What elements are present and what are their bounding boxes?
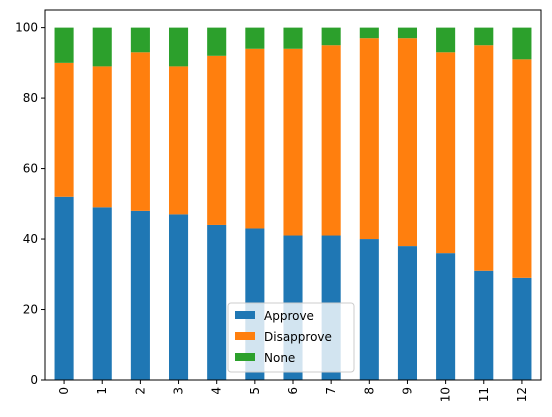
- bar-approve-12: [512, 277, 532, 380]
- x-tick-label-5: 5: [248, 387, 262, 395]
- bar-approve-2: [130, 210, 150, 380]
- bar-none-8: [359, 27, 379, 39]
- bar-disapprove-0: [54, 62, 74, 197]
- x-tick-label-8: 8: [362, 387, 376, 395]
- bar-approve-0: [54, 196, 74, 380]
- x-tick-label-10: 10: [439, 387, 453, 402]
- bar-none-12: [512, 27, 532, 60]
- y-tick-label-60: 60: [23, 162, 38, 176]
- y-tick-label-100: 100: [15, 21, 38, 35]
- bar-none-10: [436, 27, 456, 53]
- legend-label-approve: Approve: [264, 309, 314, 323]
- bar-approve-8: [359, 239, 379, 380]
- y-tick-label-40: 40: [23, 232, 38, 246]
- bar-none-6: [283, 27, 303, 49]
- bar-disapprove-10: [436, 52, 456, 254]
- x-tick-label-9: 9: [400, 387, 414, 395]
- bar-approve-4: [207, 224, 227, 380]
- bar-none-7: [321, 27, 341, 46]
- bar-none-2: [130, 27, 150, 53]
- bar-disapprove-12: [512, 59, 532, 278]
- legend-label-disapprove: Disapprove: [264, 330, 332, 344]
- bar-none-1: [92, 27, 112, 67]
- bar-disapprove-11: [474, 45, 494, 271]
- y-tick-label-80: 80: [23, 91, 38, 105]
- x-tick-label-1: 1: [95, 387, 109, 395]
- bar-disapprove-2: [130, 52, 150, 211]
- legend: Approve Disapprove None: [227, 302, 355, 373]
- bar-disapprove-8: [359, 38, 379, 240]
- bar-approve-11: [474, 270, 494, 380]
- x-tick-label-11: 11: [477, 387, 491, 402]
- bar-disapprove-3: [169, 66, 189, 215]
- x-tick-label-0: 0: [57, 387, 71, 395]
- bar-disapprove-6: [283, 48, 303, 236]
- legend-box: [227, 302, 355, 373]
- x-tick-label-6: 6: [286, 387, 300, 395]
- legend-label-none: None: [264, 351, 295, 365]
- y-tick-label-20: 20: [23, 303, 38, 317]
- bar-none-11: [474, 27, 494, 46]
- bar-disapprove-1: [92, 66, 112, 208]
- bar-none-9: [397, 27, 417, 39]
- bar-disapprove-7: [321, 45, 341, 236]
- legend-swatch-disapprove: [235, 332, 255, 340]
- bar-none-4: [207, 27, 227, 56]
- x-tick-label-12: 12: [515, 387, 529, 402]
- bar-none-0: [54, 27, 74, 63]
- legend-swatch-approve: [235, 311, 255, 319]
- bar-disapprove-4: [207, 55, 227, 225]
- bar-none-5: [245, 27, 265, 49]
- bar-layer: [54, 27, 532, 380]
- bar-disapprove-9: [397, 38, 417, 247]
- x-tick-label-2: 2: [133, 387, 147, 395]
- x-tick-label-7: 7: [324, 387, 338, 395]
- y-tick-label-0: 0: [30, 373, 38, 387]
- bar-none-3: [169, 27, 189, 67]
- bar-disapprove-5: [245, 48, 265, 229]
- bar-approve-9: [397, 246, 417, 380]
- bar-approve-3: [169, 214, 189, 380]
- bar-approve-1: [92, 207, 112, 380]
- x-tick-label-4: 4: [210, 387, 224, 395]
- legend-swatch-none: [235, 353, 255, 361]
- bar-approve-10: [436, 253, 456, 380]
- x-tick-label-3: 3: [172, 387, 186, 395]
